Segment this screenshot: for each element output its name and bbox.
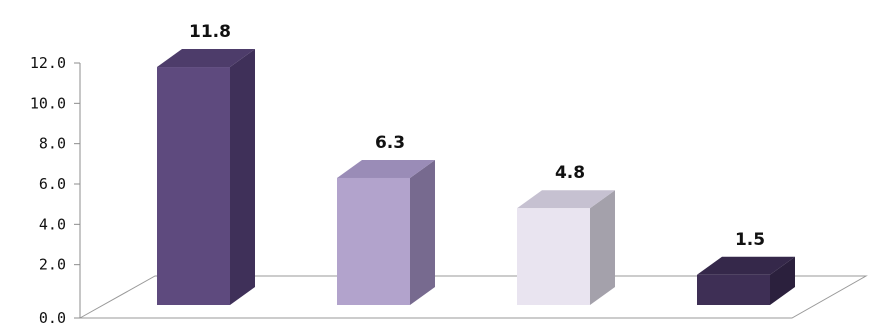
bar — [337, 159, 435, 305]
bar-side-face — [590, 190, 615, 305]
bar-top-face — [157, 49, 255, 68]
data-label: 11.8 — [189, 22, 231, 42]
bar-front-face — [517, 208, 590, 305]
bar-front-face — [337, 177, 410, 305]
data-label: 4.8 — [555, 163, 585, 183]
y-tick-label: 2.0 — [39, 256, 66, 274]
bars — [157, 49, 795, 306]
data-label: 1.5 — [735, 230, 765, 250]
y-tick-label: 4.0 — [39, 215, 66, 233]
y-tick-label: 10.0 — [30, 94, 66, 112]
bar — [157, 49, 255, 306]
y-tick-label: 0.0 — [39, 309, 66, 327]
y-tick-label: 8.0 — [39, 135, 66, 153]
bar — [697, 256, 795, 305]
bar-top-face — [517, 190, 615, 209]
y-tick-label: 12.0 — [30, 54, 66, 72]
bar — [517, 190, 615, 305]
data-labels: 11.8 6.3 4.8 1.5 — [189, 22, 765, 250]
bar-front-face — [697, 274, 770, 305]
floor-plane — [78, 275, 868, 319]
y-tick-label: 6.0 — [39, 175, 66, 193]
bar-top-face — [697, 256, 795, 275]
bar-side-face — [770, 256, 795, 305]
bar-top-face — [337, 159, 435, 178]
bar-side-face — [410, 159, 435, 305]
y-axis: 0.0 2.0 4.0 6.0 8.0 10.0 12.0 — [30, 54, 81, 327]
data-label: 6.3 — [375, 133, 405, 153]
bar-side-face — [230, 49, 255, 306]
chart-floor — [78, 275, 868, 319]
bar-front-face — [157, 67, 230, 306]
